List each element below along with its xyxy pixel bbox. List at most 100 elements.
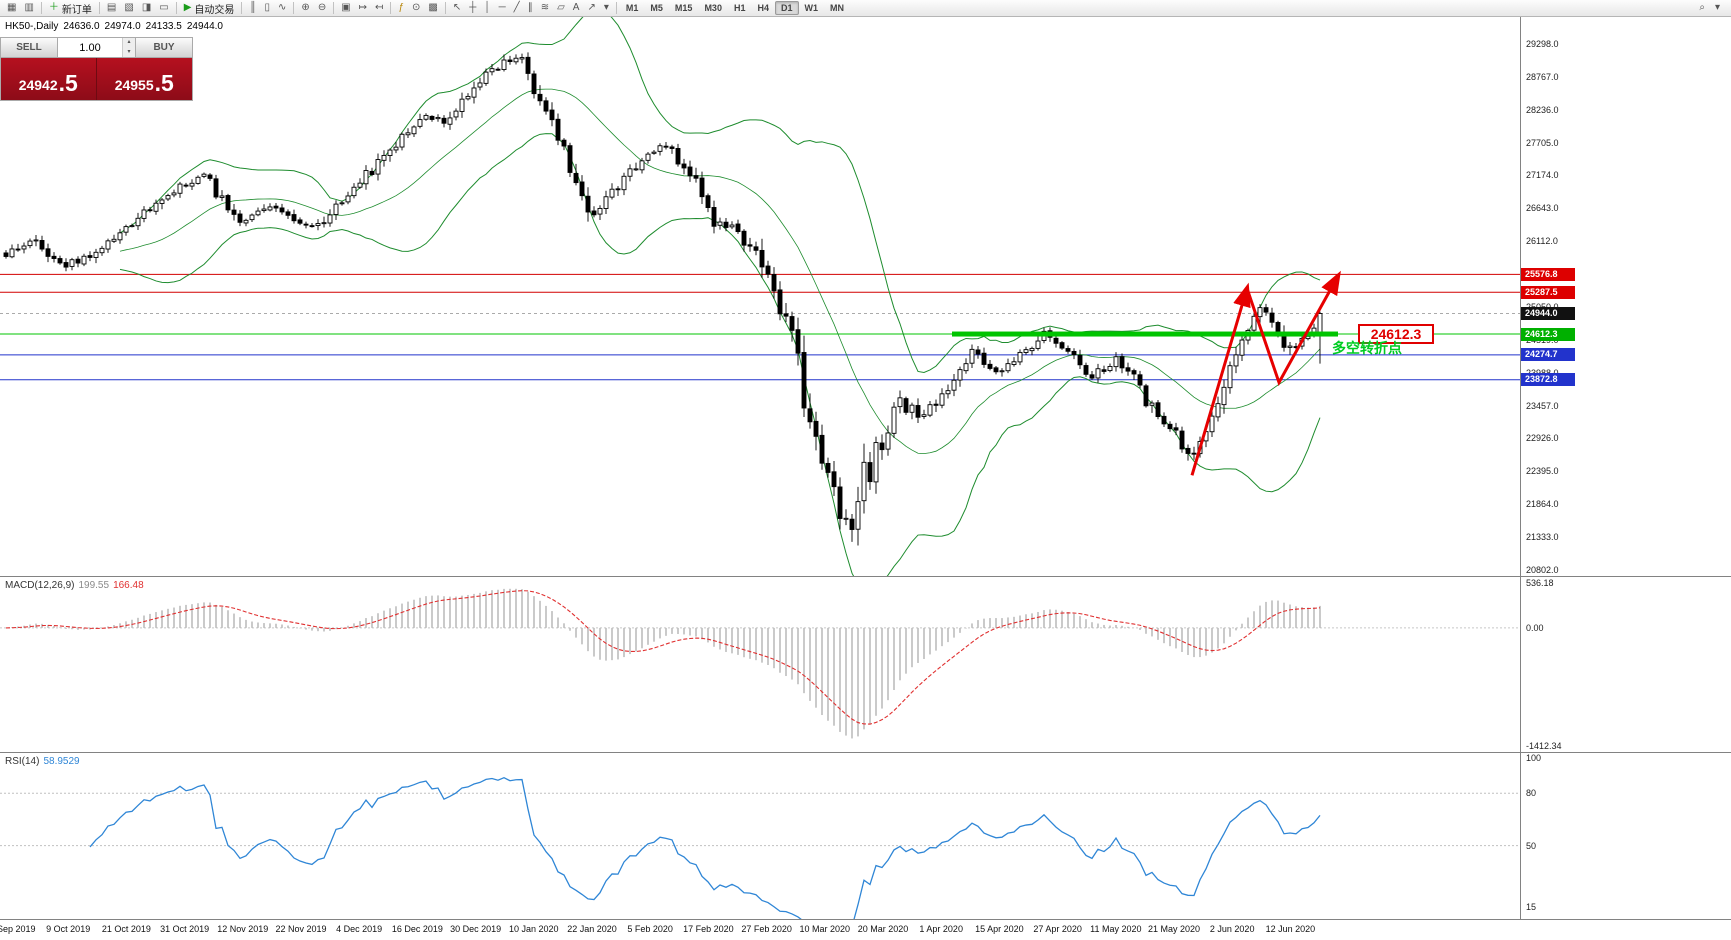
macd-value-signal: 166.48 bbox=[113, 580, 144, 591]
time-axis-label: 17 Feb 2020 bbox=[683, 924, 734, 934]
toolbar-more[interactable]: ▾ bbox=[1711, 1, 1724, 16]
sell-price[interactable]: 24942.5 bbox=[1, 58, 97, 100]
rsi-axis-tick: 80 bbox=[1526, 788, 1537, 799]
tile-windows-icon: ▣ bbox=[341, 2, 351, 13]
terminal[interactable]: ▭ bbox=[155, 1, 172, 16]
rsi-panel-divider[interactable] bbox=[0, 752, 1731, 753]
bar-chart-type-icon: ║ bbox=[249, 2, 257, 13]
candlestick-chart-type[interactable]: ▯ bbox=[261, 1, 275, 16]
toolbar-more-icon: ▾ bbox=[1714, 2, 1720, 13]
macd-panel-divider[interactable] bbox=[0, 576, 1731, 577]
chart-profiles[interactable]: ▥ bbox=[20, 1, 37, 16]
navigator-icon: ◨ bbox=[141, 2, 152, 13]
auto-scroll[interactable]: ↦ bbox=[355, 1, 371, 16]
line-chart-type[interactable]: ∿ bbox=[274, 1, 290, 16]
price-axis-tick: 22395.0 bbox=[1526, 466, 1559, 477]
new-order-label: 新订单 bbox=[61, 4, 92, 16]
time-axis-divider bbox=[0, 919, 1731, 920]
macd-chart-canvas[interactable] bbox=[0, 577, 1520, 752]
search-icon: ⌕ bbox=[1699, 2, 1705, 13]
time-axis-label: 20 Mar 2020 bbox=[857, 924, 909, 934]
timeframe-M5[interactable]: M5 bbox=[650, 3, 663, 13]
new-order[interactable]: ＋新订单 bbox=[45, 1, 96, 16]
price-level-box-25287.5: 25287.5 bbox=[1521, 285, 1575, 299]
periods[interactable]: ⊙ bbox=[408, 1, 424, 16]
sell-button[interactable]: SELL bbox=[1, 38, 58, 57]
toolbar-separator bbox=[175, 2, 177, 14]
time-axis-label: 12 Nov 2019 bbox=[217, 924, 269, 934]
search[interactable]: ⌕ bbox=[1695, 1, 1709, 16]
horizontal-line[interactable]: ─ bbox=[495, 1, 510, 16]
timeframe-M30[interactable]: M30 bbox=[704, 3, 722, 13]
time-axis-label: 5 Feb 2020 bbox=[627, 924, 673, 934]
fibonacci-retracement[interactable]: ≋ bbox=[537, 1, 553, 16]
data-window[interactable]: ▧ bbox=[120, 1, 137, 16]
toolbar-separator bbox=[444, 2, 446, 14]
time-axis-label: 1 Apr 2020 bbox=[919, 924, 963, 934]
macd-axis-tick: -1412.34 bbox=[1526, 741, 1562, 752]
timeframe-M1[interactable]: M1 bbox=[625, 3, 639, 13]
price-axis-border bbox=[1520, 17, 1521, 920]
toolbar-separator bbox=[40, 2, 42, 14]
volume-stepper[interactable]: 1.00 ▴ ▾ bbox=[58, 38, 135, 57]
price-chart-canvas[interactable] bbox=[0, 17, 1520, 576]
horizontal-line-icon: ─ bbox=[498, 2, 506, 13]
zoom-in[interactable]: ⊕ bbox=[297, 1, 313, 16]
bar-chart-type[interactable]: ║ bbox=[245, 1, 260, 16]
buy-price-decimal: .5 bbox=[154, 70, 174, 96]
buy-price-main: 24955 bbox=[114, 77, 154, 93]
new-chart[interactable]: ▦ bbox=[3, 1, 20, 16]
time-axis-label: 21 May 2020 bbox=[1147, 924, 1201, 934]
crosshair-icon: ┼ bbox=[469, 2, 477, 13]
arrow-objects[interactable]: ↗ bbox=[583, 1, 599, 16]
objects-dropdown[interactable]: ▾ bbox=[600, 1, 613, 16]
time-axis[interactable]: 27 Sep 2019 9 Oct 2019 21 Oct 2019 31 Oct 2… bbox=[0, 920, 1731, 940]
rsi-name: RSI(14) bbox=[5, 756, 40, 767]
volume-increase-icon[interactable]: ▴ bbox=[123, 38, 135, 48]
time-axis-label: 30 Dec 2019 bbox=[450, 924, 502, 934]
volume-value: 1.00 bbox=[79, 41, 101, 54]
timeframe-D1[interactable]: D1 bbox=[774, 1, 799, 15]
price-axis-tick: 28767.0 bbox=[1526, 71, 1559, 82]
tile-windows[interactable]: ▣ bbox=[337, 1, 354, 16]
navigator[interactable]: ◨ bbox=[138, 1, 155, 16]
market-watch[interactable]: ▤ bbox=[103, 1, 120, 16]
price-axis-tick: 22926.0 bbox=[1526, 433, 1559, 444]
toolbar: ▦ ▥ ＋新订单 ▤ ▧ ◨ ▭ ▶ 自动交易 ║ ▯ ∿ ⊕ ⊖ ▣ ↦ ↤ ƒ ⊙ ▩ ↖ ┼ │ ─ ╱ ∥ ≋ ▱ A ↗ ▾ M1 M… bbox=[0, 0, 1731, 17]
zoom-out[interactable]: ⊖ bbox=[314, 1, 330, 16]
rsi-chart-canvas[interactable] bbox=[0, 753, 1520, 919]
price-axis-tick: 21333.0 bbox=[1526, 532, 1559, 543]
trendline-icon: ╱ bbox=[513, 2, 520, 13]
price-axis-tick: 21864.0 bbox=[1526, 499, 1559, 510]
timeframe-MN[interactable]: MN bbox=[830, 3, 844, 13]
time-axis-label: 31 Oct 2019 bbox=[160, 924, 210, 934]
time-axis-label: 12 Jun 2020 bbox=[1265, 924, 1316, 934]
shapes[interactable]: ▱ bbox=[553, 1, 569, 16]
timeframe-W1[interactable]: W1 bbox=[804, 3, 819, 13]
timeframe-H1[interactable]: H1 bbox=[733, 3, 746, 13]
price-callout[interactable]: 24612.3 bbox=[1358, 324, 1434, 344]
equidistant-channel[interactable]: ∥ bbox=[524, 1, 537, 16]
templates[interactable]: ▩ bbox=[424, 1, 441, 16]
cursor[interactable]: ↖ bbox=[449, 1, 465, 16]
indicators[interactable]: ƒ bbox=[394, 1, 408, 16]
price-axis-tick: 23988.0 bbox=[1526, 368, 1559, 378]
buy-price[interactable]: 24955.5 bbox=[96, 58, 192, 100]
buy-button[interactable]: BUY bbox=[135, 38, 192, 57]
auto-trading[interactable]: ▶ 自动交易 bbox=[180, 1, 239, 16]
chart-shift[interactable]: ↤ bbox=[371, 1, 387, 16]
trendline[interactable]: ╱ bbox=[510, 1, 524, 16]
crosshair[interactable]: ┼ bbox=[465, 1, 480, 16]
timeframe-M15[interactable]: M15 bbox=[674, 3, 693, 13]
annotation-text: 多空转折点 bbox=[1332, 340, 1402, 356]
text[interactable]: A bbox=[569, 1, 584, 16]
rsi-axis-tick: 100 bbox=[1526, 753, 1542, 764]
time-axis-label: 10 Mar 2020 bbox=[799, 924, 851, 934]
market-watch-icon: ▤ bbox=[106, 2, 117, 13]
cursor-icon: ↖ bbox=[452, 2, 462, 13]
volume-decrease-icon[interactable]: ▾ bbox=[123, 47, 135, 57]
timeframe-H4[interactable]: H4 bbox=[757, 3, 769, 13]
time-axis-label: 4 Dec 2019 bbox=[336, 924, 383, 934]
periods-icon: ⊙ bbox=[412, 2, 421, 13]
vertical-line[interactable]: │ bbox=[480, 1, 494, 16]
